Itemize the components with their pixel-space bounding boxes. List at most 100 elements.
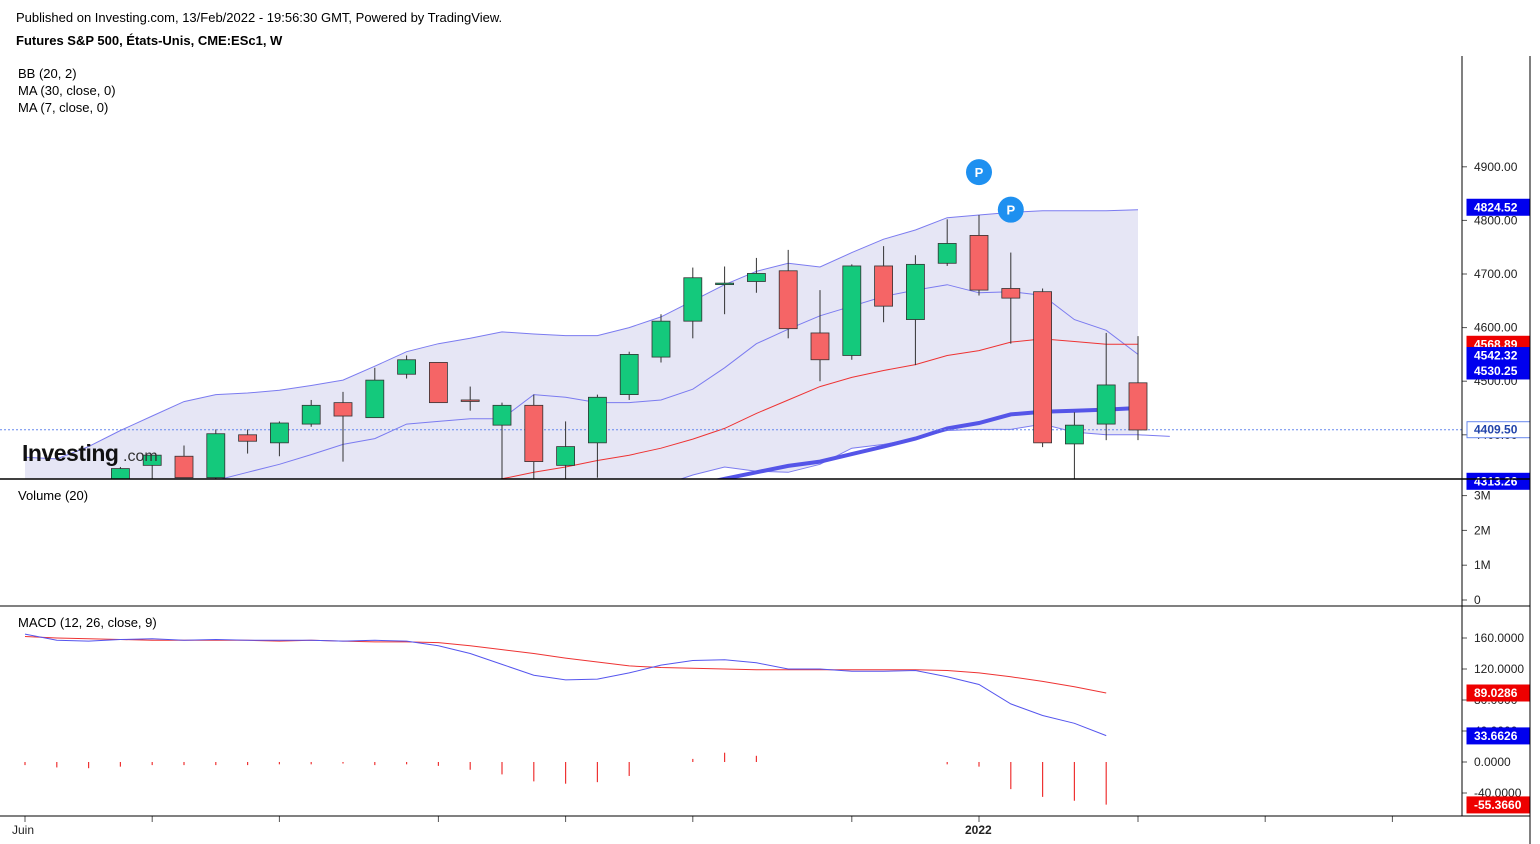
price-tag-label: 4824.52 <box>1474 200 1518 214</box>
candle-body <box>651 320 671 358</box>
candle <box>365 367 385 419</box>
candle <box>1096 332 1116 441</box>
candle-body <box>556 446 575 466</box>
x-tick-label: 2022 <box>965 823 992 837</box>
candle-body <box>588 396 607 444</box>
candle-body <box>269 422 289 444</box>
candle-body <box>142 454 162 466</box>
candle <box>111 466 130 479</box>
candle-body <box>937 243 957 264</box>
price-tag: 4530.25 <box>1466 362 1531 380</box>
price-tag: 4542.32 <box>1466 347 1531 365</box>
candle <box>524 394 544 479</box>
candle <box>269 421 289 457</box>
candle <box>460 386 480 411</box>
price-tag-label: 4313.26 <box>1474 474 1518 488</box>
candle <box>588 394 607 478</box>
price-tag: 89.0286 <box>1466 684 1531 702</box>
candle <box>397 355 417 379</box>
candle <box>174 445 194 479</box>
bollinger-upper-line <box>24 209 1139 460</box>
y-tick-label: 120.0000 <box>1474 662 1524 676</box>
candle <box>333 391 353 462</box>
pane-dividers <box>0 56 1531 844</box>
candle <box>619 351 639 400</box>
price-tag: 4409.50 <box>1466 421 1531 439</box>
candle-body <box>111 468 130 479</box>
ma7-line <box>498 338 1138 479</box>
candle-body <box>969 235 989 291</box>
bollinger-middle-line <box>219 284 1139 479</box>
candle <box>747 257 766 293</box>
x-axis: Juin 2022 <box>12 816 1393 837</box>
candle <box>715 266 734 315</box>
y-tick-label: 1M <box>1474 558 1491 572</box>
bollinger-lower-line <box>679 423 1170 479</box>
x-tick-label: Juin <box>12 823 34 837</box>
candle-body <box>16 518 34 525</box>
p-marker: P <box>966 159 992 186</box>
candle-body <box>874 265 893 307</box>
y-tick-label: 0 <box>1474 593 1481 607</box>
price-tag-label: 33.6626 <box>1474 729 1518 743</box>
y-tick-label: 3M <box>1474 489 1491 503</box>
candle <box>238 429 258 454</box>
candle-body <box>906 263 925 320</box>
p-marker: P <box>997 196 1024 223</box>
price-tag: 4313.26 <box>1466 472 1531 490</box>
price-tag-label: 89.0286 <box>1474 686 1518 700</box>
candle <box>778 249 798 339</box>
candle <box>206 429 226 479</box>
candle-body <box>48 517 66 549</box>
price-legend-item: MA (30, close, 0) <box>18 83 116 98</box>
macd-line <box>24 633 1107 737</box>
y-tick-label: 4600.00 <box>1474 321 1518 335</box>
candle <box>142 454 162 479</box>
p-marker-circle <box>966 159 992 186</box>
macd-signal-line <box>24 636 1107 694</box>
instrument-title: Futures S&P 500, États-Unis, CME:ESc1, W <box>16 33 283 48</box>
candle-body <box>1096 384 1116 425</box>
volume-pane[interactable]: 0 1M 2M 3M Volume (20) <box>18 488 1491 607</box>
price-plot <box>0 209 1462 579</box>
candle-body <box>492 404 512 426</box>
price-tag: -55.3660 <box>1466 796 1531 814</box>
candle-body <box>683 277 703 322</box>
price-legend-item: BB (20, 2) <box>18 66 77 81</box>
candle-body <box>1033 291 1052 444</box>
candle <box>428 362 448 404</box>
macd-pane[interactable]: -40.00000.000040.000080.0000120.0000160.… <box>18 615 1531 814</box>
candle-body <box>810 332 830 361</box>
candle <box>874 246 893 323</box>
logo-text: Investing <box>22 440 118 466</box>
candle <box>80 504 98 579</box>
candle <box>1033 288 1052 448</box>
candle <box>937 219 957 266</box>
y-tick-label: 4900.00 <box>1474 160 1518 174</box>
candle <box>651 314 671 363</box>
logo-suffix: .com <box>123 448 158 465</box>
candle-body <box>460 399 480 402</box>
candle <box>1128 336 1148 441</box>
candle-body <box>428 362 448 404</box>
candle-body <box>397 359 417 375</box>
price-tag: 4824.52 <box>1466 198 1531 216</box>
candle-body <box>1001 288 1021 299</box>
candle <box>1001 252 1021 344</box>
p-marker-circle <box>997 196 1024 223</box>
investing-logo: Investing .com <box>22 440 158 466</box>
candle <box>906 255 925 366</box>
candle-body <box>619 353 639 395</box>
candle-body <box>365 379 385 419</box>
candle-body <box>301 404 321 425</box>
y-tick-label: 2M <box>1474 523 1491 537</box>
candle <box>842 264 862 360</box>
y-tick-label: 4800.00 <box>1474 213 1518 227</box>
candle-body <box>1128 382 1148 431</box>
candle-body <box>206 433 226 479</box>
candle-body <box>842 265 862 356</box>
candle <box>683 267 703 339</box>
y-tick-label: 0.0000 <box>1474 755 1511 769</box>
price-pane[interactable]: PP4400.004500.004600.004700.004800.00490… <box>0 66 1531 649</box>
